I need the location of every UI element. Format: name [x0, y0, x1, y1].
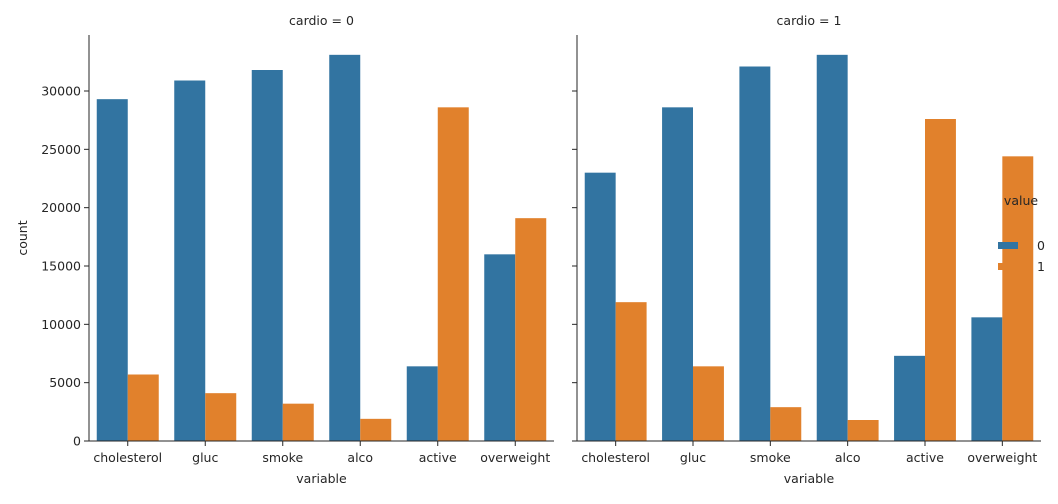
bar-smoke-value-0 [739, 66, 771, 441]
legend-swatch-0 [998, 242, 1018, 249]
y-tick-label: 10000 [41, 317, 81, 332]
bar-smoke-value-0 [251, 70, 283, 441]
x-tick-label: active [419, 450, 457, 465]
x-axis-label: variable [784, 471, 835, 486]
x-tick-label: alco [835, 450, 861, 465]
x-tick-label: overweight [967, 450, 1037, 465]
x-tick-label: alco [347, 450, 373, 465]
x-tick-label: active [906, 450, 944, 465]
bar-alco-value-1 [847, 420, 879, 441]
y-tick-label: 15000 [41, 259, 81, 274]
x-tick-label: cholesterol [93, 450, 162, 465]
y-tick-label: 25000 [41, 142, 81, 157]
bar-alco-value-1 [360, 418, 392, 441]
bar-alco-value-0 [816, 54, 848, 441]
bar-smoke-value-1 [770, 407, 802, 441]
bar-overweight-value-1 [1002, 156, 1034, 441]
bar-overweight-value-0 [484, 254, 516, 441]
legend: value 0 1 [998, 193, 1045, 274]
bar-alco-value-0 [329, 54, 361, 441]
bar-gluc-value-0 [174, 80, 206, 441]
legend-swatch-1 [998, 263, 1018, 270]
bar-cholesterol-value-1 [615, 302, 647, 441]
facet-cardio-0: cardio = 0 0 5000 10000 15000 20000 25000 30000… [41, 13, 554, 486]
y-axis-label: count [15, 220, 30, 255]
y-tick-label: 20000 [41, 200, 81, 215]
bar-smoke-value-1 [282, 403, 314, 441]
y-tick-label: 0 [73, 434, 81, 449]
x-tick-label: overweight [480, 450, 550, 465]
bar-overweight-value-0 [971, 317, 1003, 441]
y-tick-label: 30000 [41, 84, 81, 99]
bar-active-value-0 [894, 355, 925, 441]
bar-cholesterol-value-1 [127, 374, 159, 441]
legend-label-1: 1 [1037, 259, 1045, 274]
bar-cholesterol-value-0 [96, 99, 128, 442]
x-tick-label: smoke [750, 450, 791, 465]
y-tick-label: 5000 [49, 375, 81, 390]
legend-title: value [1004, 193, 1038, 208]
facet-cardio-1: cardio = 1 cholesterol gluc smoke alco active… [572, 13, 1041, 486]
bar-gluc-value-0 [662, 107, 693, 441]
facet-title: cardio = 0 [289, 13, 354, 28]
x-tick-label: gluc [680, 450, 706, 465]
bar-overweight-value-1 [515, 218, 547, 441]
bar-gluc-value-1 [693, 366, 724, 441]
x-tick-label: smoke [262, 450, 303, 465]
x-tick-label: gluc [192, 450, 218, 465]
x-axis-label: variable [296, 471, 347, 486]
bar-active-value-0 [406, 366, 438, 441]
bar-cholesterol-value-0 [584, 172, 616, 442]
bar-gluc-value-1 [205, 393, 237, 441]
bar-active-value-1 [925, 119, 956, 441]
facet-title: cardio = 1 [777, 13, 842, 28]
x-tick-label: cholesterol [581, 450, 650, 465]
legend-label-0: 0 [1037, 238, 1045, 253]
bar-active-value-1 [437, 107, 469, 441]
